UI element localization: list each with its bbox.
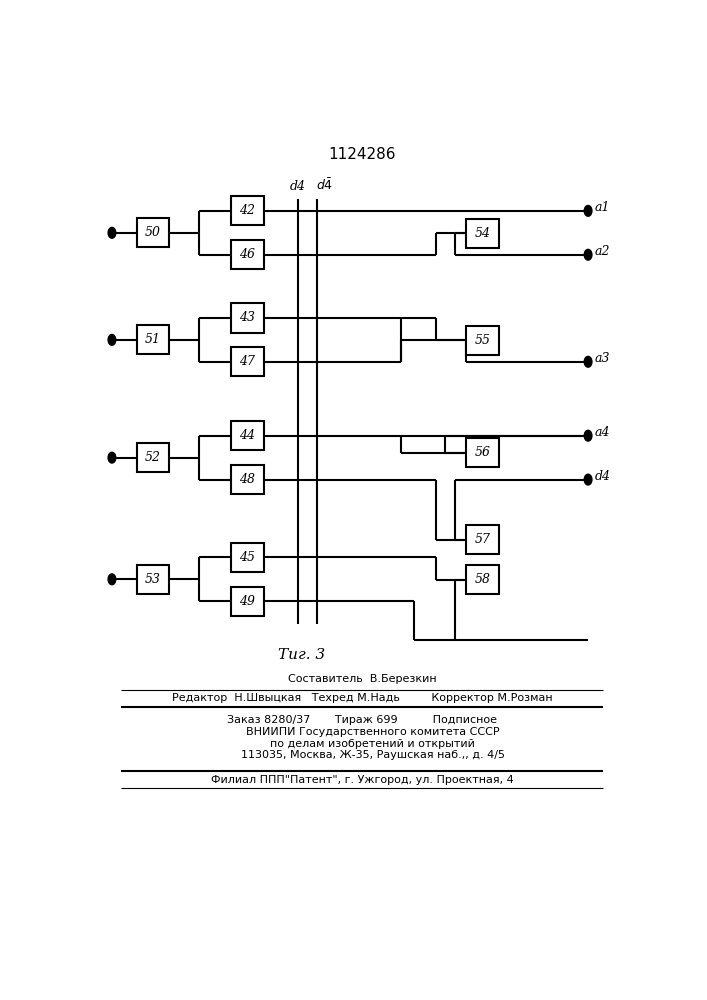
Text: $d\bar{4}$: $d\bar{4}$ — [316, 178, 333, 193]
Bar — [136, 565, 170, 594]
Bar — [231, 347, 264, 376]
Text: 43: 43 — [239, 311, 255, 324]
Text: a2: a2 — [595, 245, 610, 258]
Text: 56: 56 — [475, 446, 491, 459]
Text: 53: 53 — [145, 573, 161, 586]
Text: 50: 50 — [145, 226, 161, 239]
Text: 45: 45 — [239, 551, 255, 564]
Text: 55: 55 — [475, 334, 491, 347]
Bar — [136, 443, 170, 472]
Text: Редактор  Н.Швыцкая   Техред М.Надь         Корректор М.Розман: Редактор Н.Швыцкая Техред М.Надь Коррект… — [172, 693, 553, 703]
Circle shape — [108, 574, 116, 585]
Text: a4: a4 — [595, 426, 610, 439]
Circle shape — [584, 430, 592, 441]
Text: 54: 54 — [475, 227, 491, 240]
Text: d4: d4 — [290, 180, 305, 193]
Bar — [231, 196, 264, 225]
Bar — [467, 565, 499, 594]
Circle shape — [584, 249, 592, 260]
Circle shape — [108, 452, 116, 463]
Text: Τиг. 3: Τиг. 3 — [279, 648, 326, 662]
Text: 52: 52 — [145, 451, 161, 464]
Text: Заказ 8280/37       Тираж 699          Подписное: Заказ 8280/37 Тираж 699 Подписное — [228, 715, 497, 725]
Bar — [231, 543, 264, 572]
Bar — [467, 219, 499, 248]
Text: ВНИИПИ Государственного комитета СССР: ВНИИПИ Государственного комитета СССР — [225, 727, 500, 737]
Text: 57: 57 — [475, 533, 491, 546]
Text: 113035, Москва, Ж-35, Раушская наб.,, д. 4/5: 113035, Москва, Ж-35, Раушская наб.,, д.… — [220, 750, 505, 760]
Text: 51: 51 — [145, 333, 161, 346]
Text: a1: a1 — [595, 201, 610, 214]
Text: Филиал ППП"Патент", г. Ужгород, ул. Проектная, 4: Филиал ППП"Патент", г. Ужгород, ул. Прое… — [211, 775, 514, 785]
Bar — [231, 465, 264, 494]
Bar — [231, 421, 264, 450]
Bar — [467, 326, 499, 355]
Text: 44: 44 — [239, 429, 255, 442]
Text: 58: 58 — [475, 573, 491, 586]
Circle shape — [108, 227, 116, 238]
Circle shape — [108, 334, 116, 345]
Circle shape — [584, 205, 592, 216]
Text: d4: d4 — [595, 470, 611, 483]
Text: по делам изобретений и открытий: по делам изобретений и открытий — [250, 739, 475, 749]
Text: 42: 42 — [239, 204, 255, 217]
Bar — [136, 218, 170, 247]
Bar — [467, 438, 499, 467]
Bar — [136, 325, 170, 354]
Text: 46: 46 — [239, 248, 255, 261]
Circle shape — [584, 474, 592, 485]
Text: 47: 47 — [239, 355, 255, 368]
Bar — [231, 240, 264, 269]
Text: 49: 49 — [239, 595, 255, 608]
Text: 48: 48 — [239, 473, 255, 486]
Bar — [231, 587, 264, 616]
Bar — [231, 303, 264, 333]
Text: Составитель  В.Березкин: Составитель В.Березкин — [288, 674, 437, 684]
Bar — [467, 525, 499, 554]
Text: a3: a3 — [595, 352, 610, 365]
Circle shape — [584, 356, 592, 367]
Text: 1124286: 1124286 — [329, 147, 396, 162]
